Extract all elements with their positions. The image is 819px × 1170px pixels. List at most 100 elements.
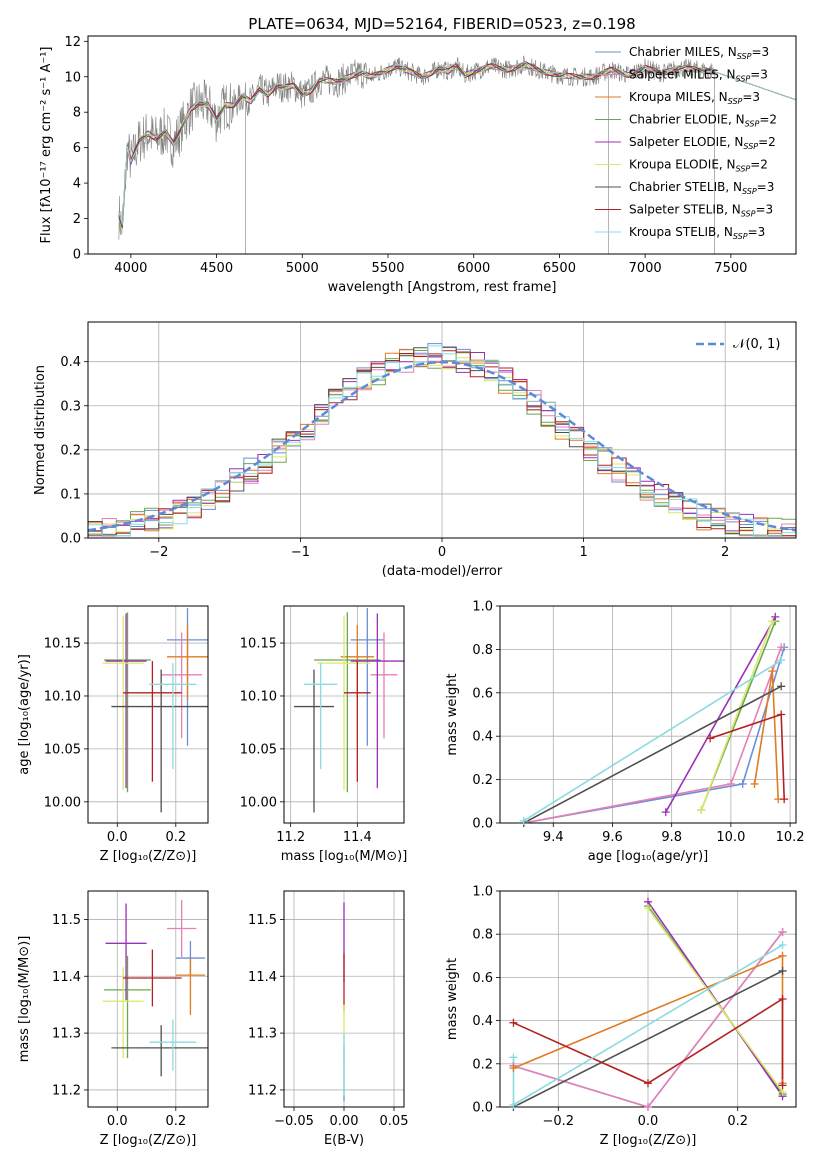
age-vs-mass-plot-area <box>294 608 404 813</box>
weight-vs-Z-marker <box>644 1079 652 1088</box>
spectrum-title: PLATE=0634, MJD=52164, FIBERID=0523, z=0… <box>248 15 635 33</box>
spectrum-ytick-label: 0 <box>73 248 81 263</box>
legend-label-tail: =2 <box>758 135 776 149</box>
weight-vs-age-series-line <box>523 659 782 822</box>
spectrum-ytick-label: 4 <box>73 177 81 192</box>
mass-vs-EBV-ytick-label: 11.4 <box>248 970 277 985</box>
weight-vs-age-marker <box>777 656 786 665</box>
legend-label-sub: SSP <box>743 142 758 151</box>
age-vs-mass-xtick-label: 11.2 <box>276 830 305 845</box>
spectrum-ytick-label: 2 <box>73 212 81 227</box>
weight-vs-Z-marker <box>509 1053 518 1062</box>
weight-vs-Z-marker <box>778 995 787 1003</box>
weight-vs-Z-xtick-label: 0.2 <box>727 1114 748 1129</box>
legend-label-tail: =3 <box>742 90 760 104</box>
weight-vs-age-marker <box>738 779 747 788</box>
legend-label-sub: SSP <box>736 165 751 174</box>
legend-label-sub: SSP <box>737 52 752 61</box>
spectrum-xtick-label: 6500 <box>543 261 576 276</box>
weight-vs-Z-ytick-label: 0.0 <box>472 1101 493 1116</box>
age-vs-Z-axes: 0.0 0.2 10.00 10.05 10.10 10.15 Z [log₁₀(Z/Z⊙)… <box>17 605 209 864</box>
gaussian-legend-label: 𝒩(0, 1) <box>733 337 780 352</box>
weight-vs-Z-ylabel: mass weight <box>445 958 460 1040</box>
spectrum-xtick-label: 5000 <box>286 261 319 276</box>
spectrum-xtick-label: 5500 <box>371 261 404 276</box>
weight-vs-Z-marker <box>644 904 652 913</box>
age-vs-mass-ytick-label: 10.00 <box>240 795 277 810</box>
age-vs-Z-ytick-label: 10.00 <box>44 795 81 810</box>
spectrum-data-line <box>118 55 714 240</box>
weight-vs-Z-series-line <box>513 931 784 1107</box>
spectrum-xtick-label: 7000 <box>629 261 662 276</box>
legend-label-tail: =3 <box>750 68 768 82</box>
spectrum-xlabel: wavelength [Angstrom, rest frame] <box>328 280 557 295</box>
residuals-ytick-label: 0.3 <box>60 399 81 414</box>
legend-label-tail: =2 <box>750 158 768 172</box>
residuals-ytick-label: 0.1 <box>60 487 81 502</box>
legend-label-sub: SSP <box>736 75 751 84</box>
mass-vs-Z-frame <box>87 890 209 1108</box>
mass-vs-Z-xtick-label: 0.2 <box>165 1114 186 1129</box>
residuals-ylabel: Normed distribution <box>33 365 48 495</box>
weight-vs-age-marker <box>519 816 528 825</box>
spectrum-plot-area <box>118 55 796 254</box>
residual-histogram <box>88 345 796 537</box>
weight-vs-Z-ytick-label: 1.0 <box>472 885 493 900</box>
mass-vs-Z-ytick-label: 11.3 <box>52 1027 81 1042</box>
age-vs-mass-ytick-label: 10.10 <box>240 689 277 704</box>
mass-vs-Z-xtick-label: 0.0 <box>107 1114 128 1129</box>
weight-vs-age-marker <box>768 617 777 626</box>
legend-label-sub: SSP <box>742 187 757 196</box>
weight-vs-age-marker <box>750 779 759 788</box>
mass-vs-Z-ylabel: mass [log₁₀(M/M⊙)] <box>17 936 32 1063</box>
weight-vs-age-marker <box>777 682 786 691</box>
gaussian-curve <box>88 360 796 532</box>
age-vs-mass-xlabel: mass [log₁₀(M/M⊙)] <box>281 849 408 864</box>
spectrum-model-line <box>118 65 796 230</box>
spectrum-xtick-label: 4000 <box>114 261 147 276</box>
legend-label: Chabrier ELODIE, NSSP=2 <box>629 113 777 129</box>
weight-vs-age-marker <box>771 612 780 621</box>
spectrum-ytick-label: 12 <box>64 35 81 50</box>
weight-vs-age-marker <box>661 808 670 817</box>
weight-vs-Z-xlabel: Z [log₁₀(Z/Z⊙)] <box>600 1133 697 1148</box>
spectrum-ytick-label: 6 <box>73 141 81 156</box>
weight-vs-Z-marker <box>509 1064 518 1073</box>
age-vs-Z-xtick-label: 0.2 <box>165 830 186 845</box>
spectrum-model-line <box>118 61 796 225</box>
age-vs-mass-xtick-label: 11.4 <box>343 830 372 845</box>
age-vs-Z-frame <box>87 605 209 824</box>
weight-vs-Z-ytick-label: 0.6 <box>472 971 493 986</box>
residuals-xtick-label: 1 <box>579 545 587 560</box>
legend-label-tail: =3 <box>748 225 766 239</box>
weight-vs-age-ytick-label: 1.0 <box>472 600 493 615</box>
legend-label: Salpeter MILES, NSSP=3 <box>629 68 768 84</box>
weight-vs-age-marker <box>768 667 777 676</box>
weight-vs-Z-marker <box>644 1103 652 1111</box>
legend-label: Kroupa STELIB, NSSP=3 <box>629 225 765 241</box>
weight-vs-Z-ytick-label: 0.4 <box>472 1014 493 1029</box>
weight-vs-Z-xtick-label: 0.0 <box>638 1114 659 1129</box>
weight-vs-age-marker <box>697 805 706 814</box>
residuals-frame <box>87 321 797 539</box>
mass-vs-EBV-xtick-label: 0.00 <box>330 1114 359 1129</box>
weight-vs-Z-marker <box>509 1018 518 1027</box>
residuals-ytick-label: 0.0 <box>60 532 81 547</box>
age-vs-Z-ytick-label: 10.15 <box>44 637 81 652</box>
weight-vs-age-series-line <box>700 620 774 811</box>
weight-vs-Z-marker <box>778 1081 787 1090</box>
legend-label: Salpeter ELODIE, NSSP=2 <box>629 135 776 151</box>
mass-vs-EBV-ytick-label: 11.5 <box>248 913 277 928</box>
age-vs-mass-ytick-label: 10.05 <box>240 742 277 757</box>
residuals-xtick-label: −1 <box>291 545 310 560</box>
weight-vs-age-frame <box>499 605 797 824</box>
legend-label: Kroupa ELODIE, NSSP=2 <box>629 158 768 174</box>
weight-vs-age-ytick-label: 0.2 <box>472 773 493 788</box>
residuals-axes: −2 −1 0 1 2 0.0 0.1 0.2 0.3 0.4 (data-model)/error… <box>33 321 797 579</box>
weight-vs-age-ytick-label: 0.4 <box>472 730 493 745</box>
legend-label-tail: =3 <box>757 180 775 194</box>
mass-vs-EBV-xlabel: E(B-V) <box>324 1133 364 1148</box>
legend-label: Salpeter STELIB, NSSP=3 <box>629 203 773 219</box>
legend-label-sub: SSP <box>728 97 743 106</box>
